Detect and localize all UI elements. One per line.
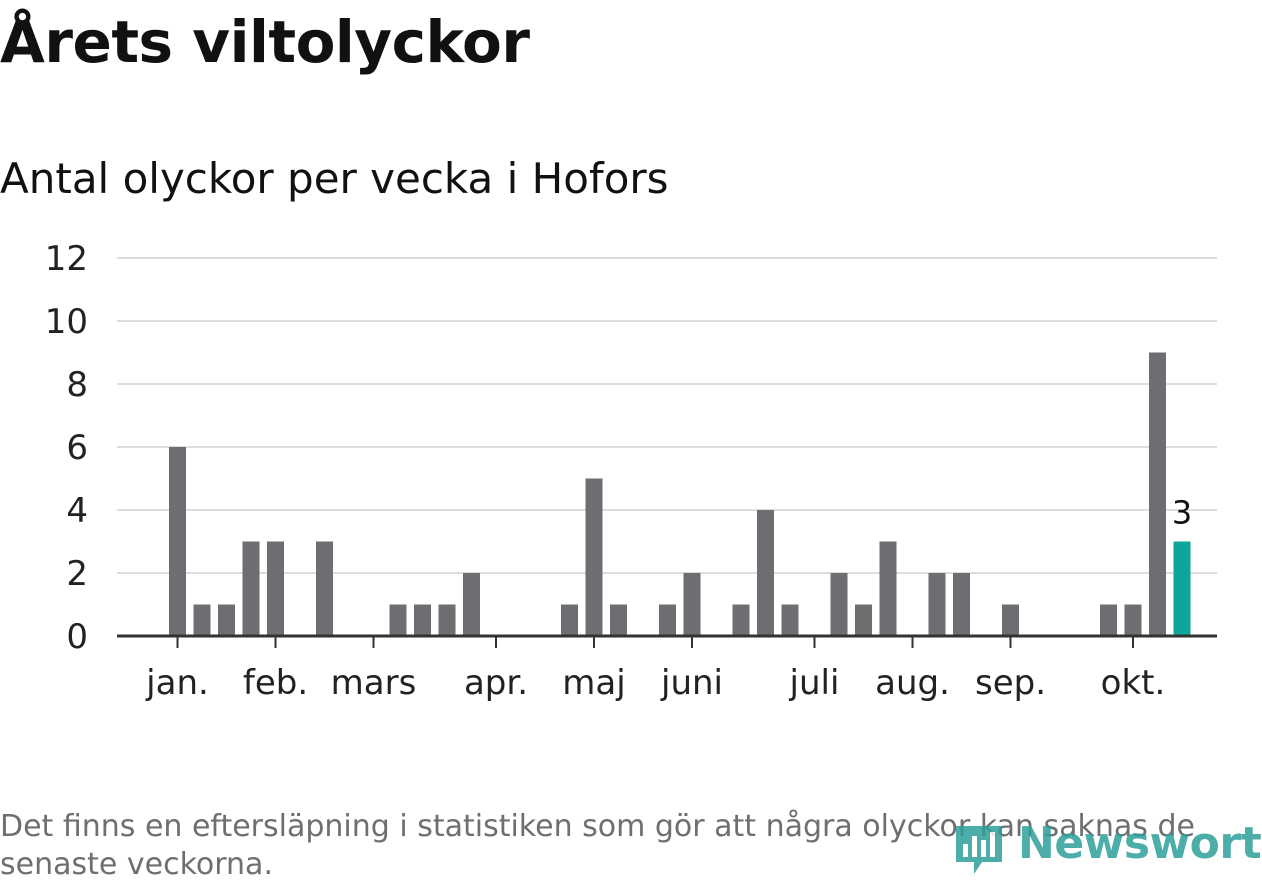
bar — [218, 604, 235, 636]
bar — [953, 573, 970, 636]
bar — [879, 541, 897, 636]
bar — [169, 447, 186, 636]
y-tick-label: 4 — [66, 491, 88, 531]
bar — [732, 604, 750, 636]
bar — [1002, 604, 1019, 636]
bar — [267, 541, 284, 636]
x-tick-label: maj — [562, 663, 625, 703]
bar — [585, 478, 603, 636]
bar — [659, 604, 676, 636]
bar — [389, 604, 407, 636]
bar — [830, 573, 848, 636]
x-tick-label: sep. — [975, 663, 1046, 703]
bar — [683, 573, 701, 636]
y-tick-label: 8 — [66, 365, 88, 405]
y-tick-label: 0 — [66, 617, 88, 657]
y-tick-label: 2 — [66, 554, 88, 594]
bar — [193, 604, 211, 636]
chart-title: Årets viltolyckor — [0, 8, 530, 76]
y-tick-label: 10 — [45, 302, 88, 342]
y-tick-label: 12 — [45, 239, 88, 279]
x-tick-label: juli — [789, 663, 840, 703]
bar — [1100, 604, 1117, 636]
bar — [463, 573, 480, 636]
logo-text: Newsworthy — [1018, 818, 1262, 869]
bar — [561, 604, 578, 636]
x-tick-label: juni — [660, 663, 723, 703]
bar — [855, 604, 872, 636]
newsworthy-logo: Newsworthy — [950, 816, 1262, 879]
bar — [757, 510, 774, 636]
bar — [414, 604, 431, 636]
x-tick-label: apr. — [464, 663, 528, 703]
bar — [928, 573, 946, 636]
y-axis: 0 2 4 6 8 10 12 — [45, 239, 88, 657]
newsworthy-chart-icon — [956, 826, 1002, 874]
bar — [1124, 604, 1142, 636]
x-tick-label: jan. — [145, 663, 209, 703]
x-tick-label: okt. — [1101, 663, 1166, 703]
x-tick-label: feb. — [243, 663, 308, 703]
annotations: 3 — [1172, 494, 1192, 532]
x-tick-label: mars — [331, 663, 417, 703]
bar — [316, 541, 333, 636]
chart-subtitle: Antal olyckor per vecka i Hofors — [0, 154, 669, 203]
bar — [242, 541, 260, 636]
bar — [610, 604, 627, 636]
bar — [438, 604, 456, 636]
bar — [1149, 352, 1166, 636]
grid-lines — [117, 257, 1217, 574]
data-label: 3 — [1172, 494, 1192, 532]
highlight-bar — [1173, 541, 1191, 636]
y-tick-label: 6 — [66, 428, 88, 468]
bar — [781, 604, 799, 636]
bars — [169, 352, 1191, 636]
x-axis: jan. feb. mars apr. maj juni juli aug. sep. okt. — [145, 636, 1165, 703]
x-tick-label: aug. — [875, 663, 950, 703]
bar-chart: 0 2 4 6 8 10 12 jan. feb. mars apr. maj juni juli aug… — [45, 239, 1217, 703]
